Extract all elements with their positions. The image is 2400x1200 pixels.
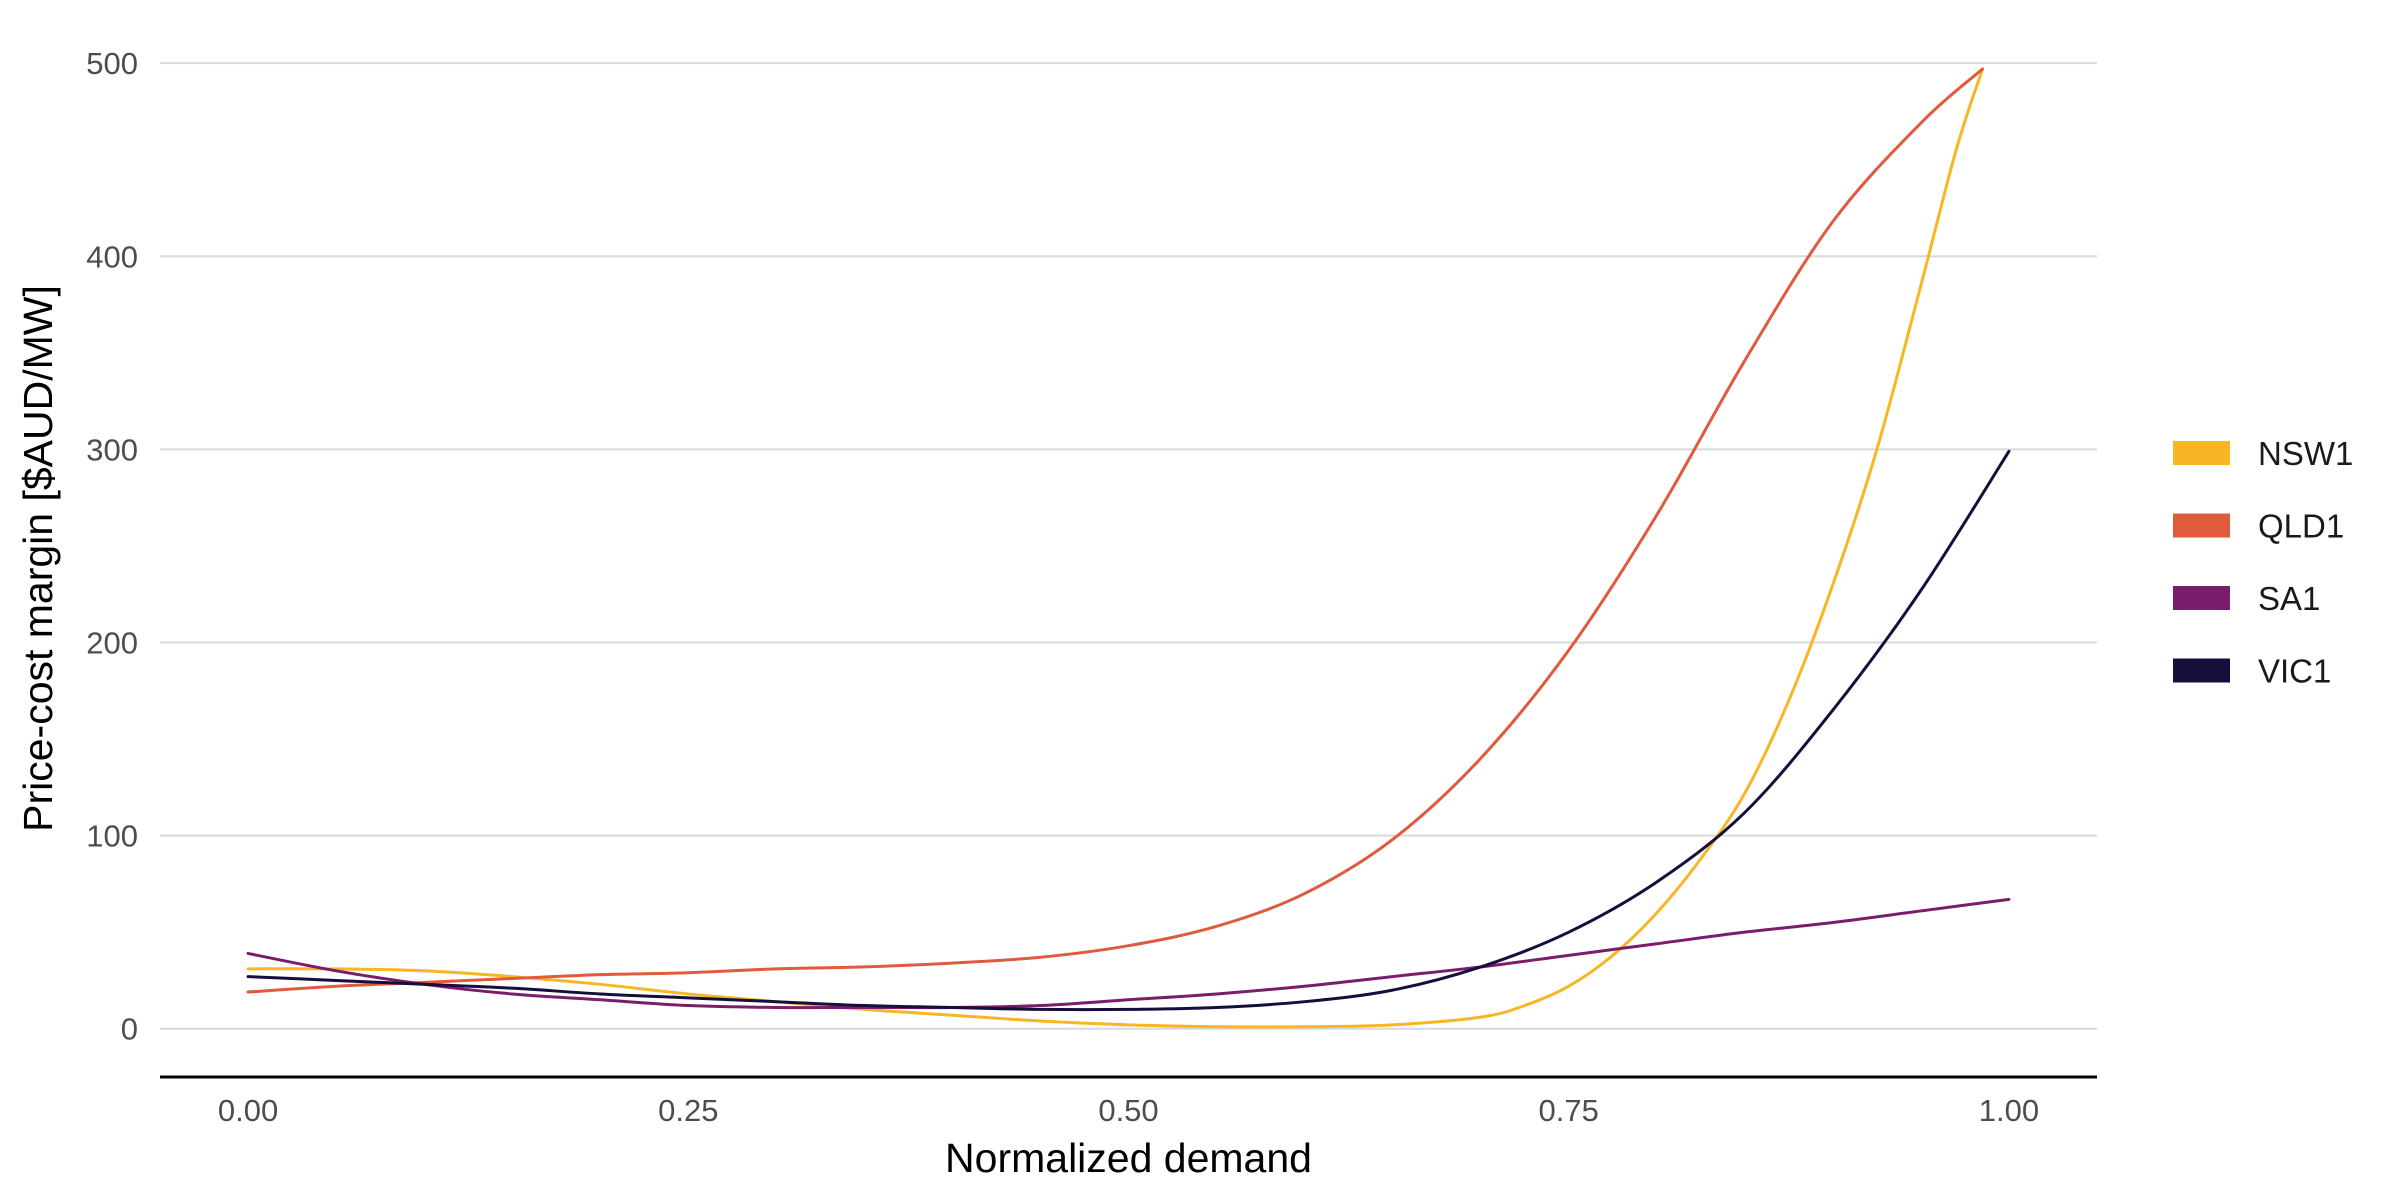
y-tick-label: 300 <box>86 432 138 467</box>
y-tick-label: 500 <box>86 46 138 81</box>
x-axis-title: Normalized demand <box>945 1135 1312 1181</box>
legend-item-vic1: VIC1 <box>2173 653 2331 690</box>
y-tick-label: 400 <box>86 239 138 274</box>
y-tick-label: 200 <box>86 626 138 661</box>
legend-item-nsw1: NSW1 <box>2173 435 2353 472</box>
series-line-nsw1 <box>246 67 1985 1029</box>
legend-label: QLD1 <box>2258 508 2344 545</box>
legend-swatch <box>2173 441 2230 465</box>
grid <box>160 62 2097 1030</box>
legend-item-sa1: SA1 <box>2173 580 2320 617</box>
x-tick-label: 0.25 <box>658 1093 718 1128</box>
legend-item-qld1: QLD1 <box>2173 508 2344 545</box>
y-tick-label: 100 <box>86 819 138 854</box>
x-axis-ticks: 0.00 0.25 0.50 0.75 1.00 <box>218 1093 2039 1128</box>
y-tick-label: 0 <box>121 1012 138 1047</box>
x-tick-label: 0.75 <box>1539 1093 1599 1128</box>
series-line-sa1 <box>246 897 2011 1010</box>
plot-area <box>246 67 2011 1029</box>
x-tick-label: 0.50 <box>1098 1093 1158 1128</box>
legend-label: NSW1 <box>2258 435 2353 472</box>
legend-swatch <box>2173 513 2230 538</box>
y-axis-title: Price-cost margin [$AUD/MW] <box>15 285 61 832</box>
x-tick-label: 1.00 <box>1979 1093 2039 1128</box>
series-line-vic1 <box>246 449 2011 1012</box>
x-tick-label: 0.00 <box>218 1093 278 1128</box>
series-line-qld1 <box>246 67 1985 994</box>
legend-swatch <box>2173 658 2230 683</box>
legend: NSW1 QLD1 SA1 VIC1 <box>2173 435 2353 690</box>
legend-label: SA1 <box>2258 580 2320 617</box>
y-axis-ticks: 0 100 200 300 400 500 <box>86 46 138 1047</box>
legend-swatch <box>2173 586 2230 610</box>
legend-label: VIC1 <box>2258 653 2331 690</box>
